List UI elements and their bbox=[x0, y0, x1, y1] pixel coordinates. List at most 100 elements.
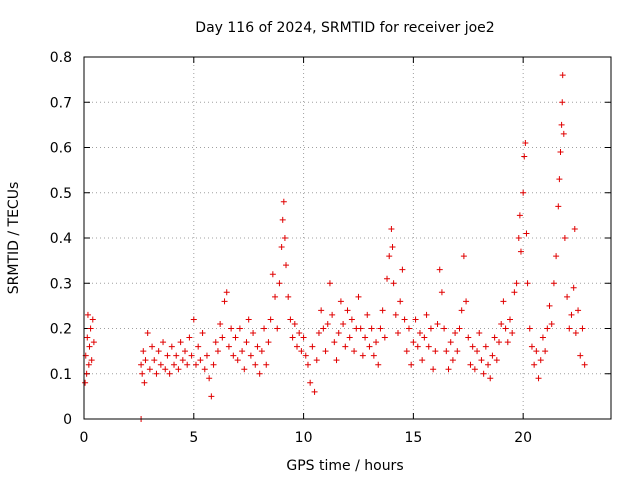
data-point-0-171 bbox=[476, 330, 483, 337]
x-tick-label-0: 0 bbox=[80, 430, 89, 446]
data-point-0-37 bbox=[188, 352, 195, 359]
data-point-0-80 bbox=[280, 198, 287, 205]
data-point-0-109 bbox=[342, 343, 349, 350]
data-point-0-119 bbox=[364, 311, 371, 318]
axis-ticks: 0 5 10 15 20 0 0.1 0.2 0.3 0.4 0.5 0.6 0.7 0.8 bbox=[50, 50, 611, 446]
data-point-0-152 bbox=[434, 320, 441, 327]
data-point-0-158 bbox=[447, 339, 454, 346]
x-tick-label-1: 5 bbox=[189, 430, 198, 446]
data-point-0-221 bbox=[570, 284, 577, 291]
data-point-0-175 bbox=[485, 361, 492, 368]
data-point-0-110 bbox=[344, 307, 351, 314]
y-tick-label-7: 0.7 bbox=[50, 95, 72, 111]
data-point-0-32 bbox=[177, 339, 184, 346]
data-point-0-104 bbox=[331, 339, 338, 346]
data-point-0-40 bbox=[195, 343, 202, 350]
grid-lines bbox=[84, 57, 611, 419]
data-point-0-145 bbox=[419, 357, 426, 364]
data-point-0-90 bbox=[300, 334, 307, 341]
data-point-0-46 bbox=[208, 393, 215, 400]
data-point-0-19 bbox=[149, 343, 156, 350]
data-point-0-129 bbox=[386, 253, 393, 260]
data-point-0-71 bbox=[263, 361, 270, 368]
data-point-0-55 bbox=[228, 325, 235, 332]
y-tick-label-3: 0.3 bbox=[50, 276, 72, 292]
data-point-0-30 bbox=[173, 352, 180, 359]
data-point-0-60 bbox=[239, 348, 246, 355]
data-point-0-160 bbox=[452, 330, 459, 337]
data-point-0-95 bbox=[311, 388, 318, 395]
data-point-0-140 bbox=[408, 361, 415, 368]
data-point-0-182 bbox=[500, 298, 507, 305]
data-point-0-26 bbox=[164, 352, 171, 359]
data-point-0-115 bbox=[355, 293, 362, 300]
data-point-0-76 bbox=[274, 325, 281, 332]
data-point-0-207 bbox=[548, 320, 555, 327]
data-point-0-91 bbox=[302, 352, 309, 359]
data-point-0-156 bbox=[443, 348, 450, 355]
data-point-0-18 bbox=[146, 366, 153, 373]
data-point-0-31 bbox=[175, 366, 182, 373]
data-point-0-197 bbox=[526, 325, 533, 332]
data-point-0-65 bbox=[250, 330, 257, 337]
data-point-0-200 bbox=[533, 348, 540, 355]
data-point-0-98 bbox=[318, 307, 325, 314]
y-tick-label-2: 0.2 bbox=[50, 322, 72, 338]
data-point-0-83 bbox=[285, 293, 292, 300]
data-point-0-219 bbox=[566, 325, 573, 332]
data-point-0-2 bbox=[83, 370, 90, 377]
data-point-0-123 bbox=[373, 339, 380, 346]
data-point-0-209 bbox=[553, 253, 560, 260]
data-point-0-59 bbox=[236, 325, 243, 332]
data-point-0-102 bbox=[326, 280, 333, 287]
data-point-0-68 bbox=[256, 370, 263, 377]
data-point-0-168 bbox=[469, 343, 476, 350]
data-point-0-151 bbox=[432, 348, 439, 355]
data-point-0-67 bbox=[254, 343, 261, 350]
data-point-0-73 bbox=[267, 316, 274, 323]
data-point-0-82 bbox=[283, 262, 290, 269]
data-point-0-126 bbox=[379, 307, 386, 314]
data-point-0-157 bbox=[445, 366, 452, 373]
data-point-0-87 bbox=[293, 343, 300, 350]
data-point-0-50 bbox=[217, 320, 224, 327]
data-point-0-149 bbox=[427, 325, 434, 332]
data-point-0-198 bbox=[528, 343, 535, 350]
data-point-0-57 bbox=[232, 334, 239, 341]
data-point-0-176 bbox=[487, 375, 494, 382]
data-point-0-215 bbox=[559, 72, 566, 79]
data-point-0-203 bbox=[539, 334, 546, 341]
data-point-0-142 bbox=[412, 316, 419, 323]
data-point-0-100 bbox=[322, 348, 329, 355]
data-point-0-201 bbox=[535, 375, 542, 382]
data-point-0-49 bbox=[214, 348, 221, 355]
data-point-0-15 bbox=[141, 379, 148, 386]
y-tick-label-8: 0.8 bbox=[50, 50, 72, 66]
data-point-0-62 bbox=[243, 339, 250, 346]
data-point-0-225 bbox=[577, 352, 584, 359]
data-point-0-125 bbox=[377, 325, 384, 332]
data-point-0-22 bbox=[155, 348, 162, 355]
data-point-0-75 bbox=[272, 293, 279, 300]
data-point-0-14 bbox=[140, 348, 147, 355]
data-point-0-70 bbox=[261, 325, 268, 332]
data-point-0-7 bbox=[87, 325, 94, 332]
data-point-0-124 bbox=[375, 361, 382, 368]
y-tick-label-5: 0.5 bbox=[50, 186, 72, 202]
data-point-0-146 bbox=[421, 334, 428, 341]
data-point-0-199 bbox=[531, 361, 538, 368]
data-point-0-44 bbox=[203, 352, 210, 359]
data-point-0-211 bbox=[556, 176, 563, 183]
data-point-0-208 bbox=[550, 280, 557, 287]
data-point-0-78 bbox=[278, 244, 285, 251]
data-point-0-218 bbox=[564, 293, 571, 300]
data-point-0-69 bbox=[258, 348, 265, 355]
data-point-0-120 bbox=[366, 343, 373, 350]
y-tick-label-0: 0 bbox=[63, 412, 72, 428]
plot-frame bbox=[83, 56, 612, 420]
data-point-0-167 bbox=[467, 361, 474, 368]
data-point-0-222 bbox=[571, 225, 578, 232]
data-point-0-121 bbox=[368, 325, 375, 332]
data-point-0-97 bbox=[315, 330, 322, 337]
